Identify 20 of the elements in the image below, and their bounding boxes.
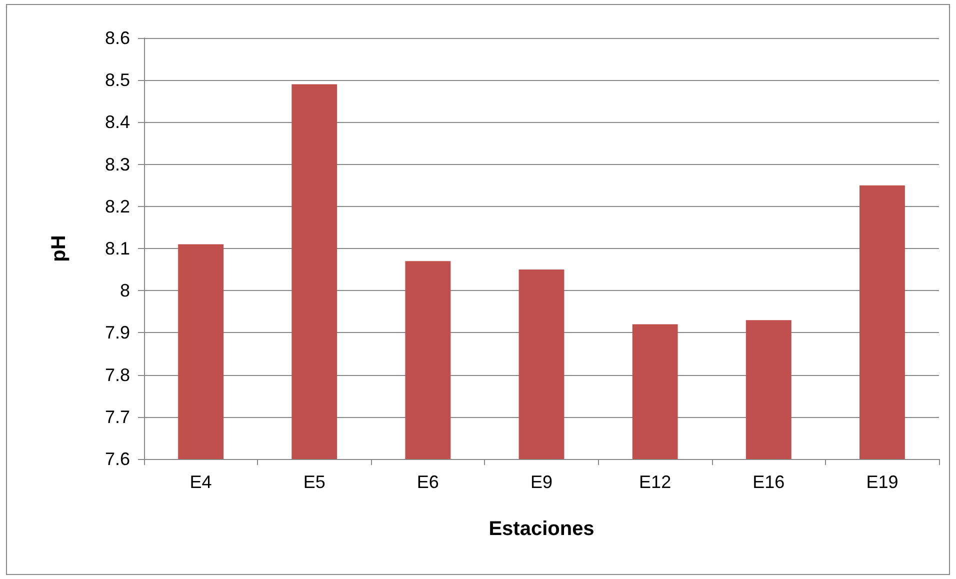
x-tick-label: E5 (303, 472, 326, 492)
x-tick-label: E16 (752, 472, 785, 492)
y-tick-label: 8.5 (104, 70, 130, 90)
x-tick-label: E12 (639, 472, 672, 492)
y-tick-label: 8.3 (104, 154, 130, 174)
y-axis-title: pH (48, 235, 70, 262)
y-tick-label: 8.1 (104, 238, 130, 258)
y-tick-label: 7.8 (104, 364, 130, 385)
y-tick-label: 8.2 (104, 196, 130, 216)
y-tick-label: 7.6 (104, 449, 130, 469)
x-tick-label: E19 (866, 472, 898, 492)
y-tick-label: 7.7 (104, 406, 130, 427)
y-tick-label: 7.9 (104, 322, 130, 343)
x-tick-label: E4 (190, 472, 212, 492)
y-tick-label: 8.4 (104, 112, 130, 132)
y-tick-label: 8 (120, 280, 130, 301)
x-axis-title: Estaciones (488, 518, 594, 540)
y-tick-label: 8.6 (104, 28, 130, 48)
x-tick-label: E6 (416, 472, 439, 492)
x-tick-label: E9 (530, 472, 553, 492)
